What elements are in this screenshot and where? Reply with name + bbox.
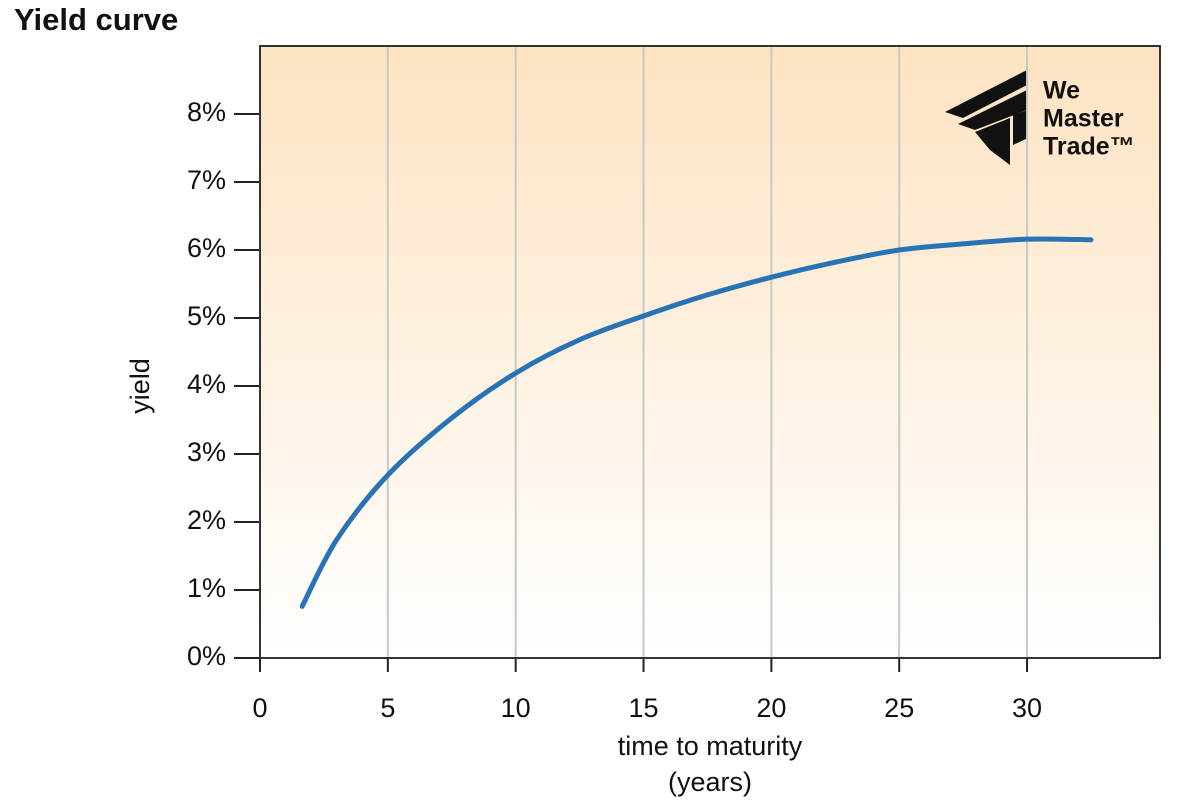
x-tick-label: 25 <box>884 693 914 723</box>
logo-text: We <box>1043 77 1080 105</box>
y-tick-label: 7% <box>187 165 226 195</box>
plot-frame <box>259 45 1161 659</box>
x-tick-label: 30 <box>1012 693 1042 723</box>
y-tick-label: 3% <box>187 437 226 467</box>
y-axis-label: yield <box>125 358 155 414</box>
x-tick-label: 15 <box>628 693 658 723</box>
y-tick-label: 5% <box>187 301 226 331</box>
logo: We Master Trade™ <box>945 70 1135 165</box>
y-tick-label: 8% <box>187 97 226 127</box>
y-tick-label: 2% <box>187 505 226 535</box>
y-tick-label: 4% <box>187 369 226 399</box>
x-axis-label: time to maturity <box>618 731 803 761</box>
y-tick-label: 1% <box>187 573 226 603</box>
logo-text: Trade™ <box>1043 133 1135 161</box>
x-tick-label: 5 <box>380 693 395 723</box>
y-tick-label: 6% <box>187 233 226 263</box>
x-tick-label: 0 <box>252 693 267 723</box>
x-tick-label: 20 <box>756 693 786 723</box>
x-tick-label: 10 <box>501 693 531 723</box>
yield-line <box>299 236 1094 609</box>
chart-title: Yield curve <box>14 2 178 37</box>
x-axis-label: (years) <box>668 767 752 797</box>
logo-text: Master <box>1043 105 1124 133</box>
y-tick-label: 0% <box>187 641 226 671</box>
